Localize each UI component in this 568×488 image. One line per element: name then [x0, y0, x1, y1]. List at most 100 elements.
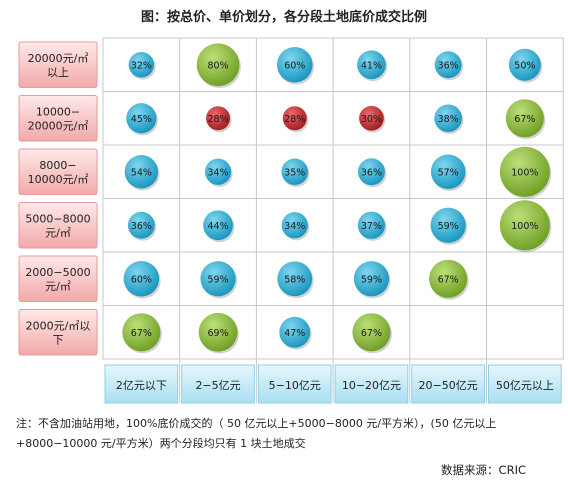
bubble-value-label: 59%: [438, 221, 459, 232]
bubble-value-label: 54%: [131, 167, 152, 178]
bubble: 28%: [282, 106, 309, 133]
bubble-circle: [499, 146, 550, 197]
bubble: 57%: [430, 154, 467, 191]
bubble-circle: [430, 154, 466, 189]
row-label-text: 2000−5000 元/㎡: [25, 266, 90, 293]
bubble-circle: [122, 313, 161, 352]
column-label: 20−50亿元: [411, 364, 485, 404]
bubble-value-label: 36%: [438, 60, 459, 71]
footnote-line-2: +8000−10000 元/平方米）两个分段均只有 1 块土地成交: [16, 437, 306, 450]
row-label-box: [18, 41, 98, 88]
bubble-circle: [430, 207, 466, 243]
bubble-value-label: 37%: [361, 221, 382, 232]
bubble: 59%: [430, 207, 468, 245]
column-label: 50亿元以上: [488, 364, 562, 404]
bubble-value-label: 38%: [438, 114, 459, 125]
bubble-circle: [204, 158, 232, 185]
bubble-circle: [196, 43, 240, 87]
bubble-circle: [358, 158, 385, 186]
bubble-value-label: 58%: [284, 274, 305, 285]
bubble: 59%: [353, 261, 391, 299]
bubble: 80%: [196, 43, 241, 89]
bubble-circle: [499, 200, 550, 251]
row-label-text: 20000元/㎡以上: [28, 52, 89, 79]
row-label: 8000− 10000元/㎡: [18, 148, 98, 195]
bubble-circle: [279, 316, 311, 348]
bubble-value-label: 80%: [207, 60, 228, 71]
row-label: 20000元/㎡以上: [18, 41, 98, 88]
bubble: 59%: [200, 261, 238, 299]
bubble: 41%: [357, 50, 388, 82]
bubble-circle: [357, 211, 386, 239]
bubble-circle: [434, 51, 462, 79]
bubble: 36%: [127, 211, 157, 241]
bubble: 67%: [429, 259, 469, 300]
bubble: 50%: [508, 48, 543, 83]
bubble-circle: [198, 312, 238, 352]
bubble-circle: [359, 105, 384, 131]
bubble: 36%: [358, 158, 387, 188]
bubble-value-label: 36%: [361, 167, 382, 178]
bubble-value-label: 57%: [438, 167, 459, 178]
column-label: 2−5亿元: [181, 364, 255, 404]
column-label-text: 10−20亿元: [342, 379, 401, 392]
bubble-value-label: 67%: [131, 328, 152, 339]
bubble-circle: [277, 261, 313, 297]
bubble: 45%: [126, 103, 158, 136]
bubble: 100%: [499, 146, 552, 199]
bubble: 60%: [276, 46, 315, 85]
bubble-circle: [276, 46, 313, 83]
bubble: 34%: [204, 158, 233, 187]
bubble-value-label: 100%: [511, 221, 538, 232]
bubble-circle: [352, 313, 391, 352]
column-label-box: [334, 364, 409, 404]
bubble-value-label: 50%: [514, 60, 535, 71]
row-label-box: [18, 95, 98, 142]
bubble-circle: [203, 210, 233, 241]
column-label-box: [104, 364, 179, 404]
bubble-value-label: 60%: [131, 274, 152, 285]
bubble-value-label: 47%: [284, 328, 305, 339]
bubble-circle: [357, 50, 386, 80]
bubble-value-label: 36%: [131, 221, 152, 232]
bubble-circle: [124, 155, 159, 189]
row-label-box: [18, 309, 98, 356]
bubble: 100%: [499, 200, 552, 253]
bubble-circle: [127, 211, 155, 239]
column-label-text: 2−5亿元: [195, 379, 240, 392]
bubble: 69%: [198, 312, 239, 354]
bubble: 54%: [124, 155, 160, 191]
row-label-text: 10000− 20000元/㎡: [28, 105, 89, 132]
bubble: 60%: [123, 260, 161, 299]
bubble: 34%: [281, 212, 310, 241]
bubble-value-label: 59%: [207, 274, 228, 285]
bubble-value-label: 67%: [361, 328, 382, 339]
bubble-value-label: 41%: [361, 60, 382, 71]
footnote-line-1: 注：不含加油站用地，100%底价成交的（ 50 亿元以上+5000−8000 元…: [16, 417, 497, 430]
bubble-value-label: 28%: [207, 114, 228, 125]
column-label-box: [181, 364, 255, 404]
row-label-text: 2000元/㎡以下: [26, 319, 91, 346]
bubble: 58%: [277, 261, 314, 299]
bubble-value-label: 67%: [438, 274, 459, 285]
bubble: 32%: [128, 52, 156, 80]
column-label-text: 5−10亿元: [269, 379, 321, 392]
bubble-circle: [281, 212, 308, 239]
bubble: 67%: [122, 313, 162, 354]
row-label-box: [18, 148, 98, 195]
bubble-circle: [126, 103, 157, 134]
bubble-grid-chart: 20000元/㎡以上 10000− 20000元/㎡ 8000− 10000元/㎡ 500…: [18, 37, 564, 404]
bubble-circle: [200, 261, 236, 297]
bubble-value-label: 35%: [284, 167, 305, 178]
bubble: 67%: [352, 313, 392, 354]
bubble-circle: [429, 259, 468, 298]
bubble: 28%: [206, 106, 232, 133]
bubble: 47%: [279, 316, 312, 350]
bubble-circle: [505, 99, 544, 138]
bubble-value-label: 45%: [131, 114, 152, 125]
row-label: 2000元/㎡以下: [18, 309, 98, 356]
bubble-circle: [281, 158, 309, 186]
bubble-circle: [434, 104, 462, 133]
column-label-text: 2亿元以下: [116, 379, 167, 392]
bubble-value-label: 69%: [207, 328, 228, 339]
